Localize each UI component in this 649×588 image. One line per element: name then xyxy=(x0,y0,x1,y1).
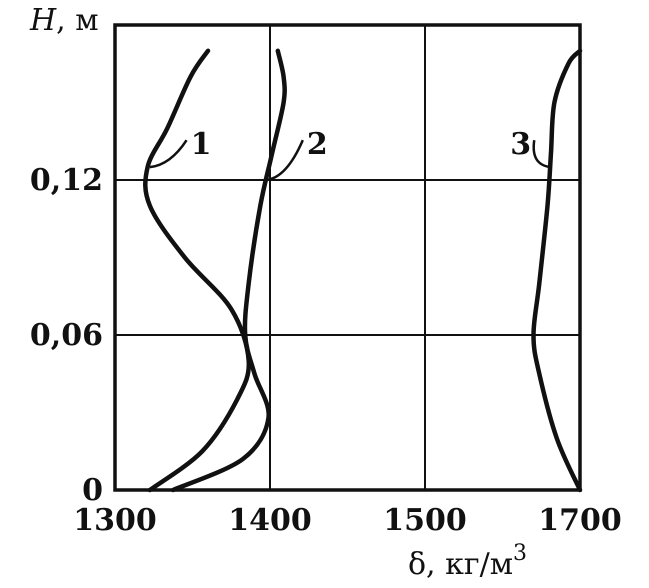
x-tick-label: 1300 xyxy=(73,503,157,538)
y-axis-label-symbol: H xyxy=(29,3,57,38)
x-tick-label: 1400 xyxy=(228,503,312,538)
curve-1-label: 1 xyxy=(191,127,212,162)
curve-2-leader xyxy=(265,139,304,182)
plot-frame xyxy=(113,23,582,492)
curve-3-leader xyxy=(532,139,552,169)
x-tick-label: 1700 xyxy=(538,503,622,538)
y-tick-label: 0,12 xyxy=(30,163,103,198)
curve-2-label: 2 xyxy=(307,127,328,162)
tick-labels: 1300 1400 1500 1700 0 0,06 0,12 xyxy=(30,163,622,538)
curve-3-label: 3 xyxy=(510,127,531,162)
curve-1 xyxy=(143,48,252,493)
y-axis-label: H, м xyxy=(29,3,99,38)
y-tick-label: 0 xyxy=(82,473,103,508)
x-tick-label: 1500 xyxy=(383,503,467,538)
curve-1-leader xyxy=(149,139,188,169)
x-axis-label-text: δ, кг/м xyxy=(408,547,513,582)
x-axis-label-superscript: 3 xyxy=(513,541,527,566)
curve-2 xyxy=(170,48,287,493)
curves: 1 2 3 xyxy=(143,48,583,493)
x-axis-label: δ, кг/м3 xyxy=(408,541,527,582)
y-tick-label: 0,06 xyxy=(30,318,103,353)
curve-3 xyxy=(531,48,583,493)
y-axis-label-unit: , м xyxy=(56,3,98,38)
